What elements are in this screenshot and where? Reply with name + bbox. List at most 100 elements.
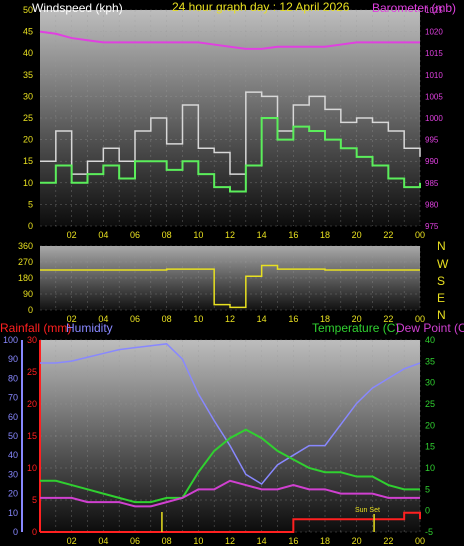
dir-tick-label: 0 [28,305,33,315]
compass-w: W [437,257,449,271]
x-tick-label: 00 [415,536,425,546]
rain-tick-label: 20 [27,399,37,409]
y-tick-label: 0 [28,221,33,231]
x-tick-label: 20 [352,230,362,240]
x-tick-label: 12 [225,314,235,324]
sunset-label: Sun Set [355,507,380,514]
x-tick-label: 20 [352,314,362,324]
rainfall-label: Rainfall (mm) [0,321,71,335]
rain-tick-label: 0 [32,527,37,537]
humidity-tick-label: 60 [8,412,18,422]
x-tick-label: 18 [320,314,330,324]
x-tick-label: 10 [193,230,203,240]
humidity-tick-label: 20 [8,489,18,499]
y-tick-label: 45 [23,27,33,37]
wind-direction-line [40,264,420,309]
dir-tick-label: 90 [23,289,33,299]
temperature-line [40,428,420,504]
barometer-label: Barometer (mb) [372,1,456,15]
compass-n-top: N [437,239,446,253]
y2-tick-label: 975 [425,222,439,231]
rain-tick-label: 10 [27,463,37,473]
temp-tick-label: 15 [425,442,435,452]
x-tick-label: 06 [130,230,140,240]
y2-tick-label: 1025 [425,6,443,15]
x-tick-label: 10 [193,314,203,324]
humidity-tick-label: 70 [8,393,18,403]
x-tick-label: 00 [415,230,425,240]
windspeed-label: Windspeed (kph) [32,1,123,15]
x-tick-label: 02 [67,314,77,324]
x-tick-label: 00 [415,314,425,324]
wind-avg-line [40,117,421,193]
x-tick-label: 06 [130,536,140,546]
x-tick-label: 16 [288,230,298,240]
x-tick-label: 16 [288,314,298,324]
y-tick-label: 40 [23,48,33,58]
y-tick-label: 30 [23,91,33,101]
temp-tick-label: 20 [425,420,435,430]
humidity-tick-label: 40 [8,450,18,460]
x-tick-label: 08 [162,314,172,324]
x-tick-label: 14 [257,230,267,240]
temp-tick-label: -5 [425,527,433,537]
y2-tick-label: 1000 [425,114,443,123]
compass-n-bottom: N [437,308,446,322]
x-tick-label: 16 [288,536,298,546]
dew-point-label: Dew Point (C) [396,321,464,335]
temp-tick-label: 35 [425,356,435,366]
y-tick-label: 25 [23,113,33,123]
y-tick-label: 10 [23,178,33,188]
y2-tick-label: 1010 [425,71,443,80]
x-tick-label: 18 [320,536,330,546]
graph-day-title: 24 hour graph day : 12 April 2026 [172,0,350,14]
temp-tick-label: 5 [425,484,430,494]
x-tick-label: 08 [162,536,172,546]
humidity-label: Humidity [66,321,113,335]
x-tick-label: 04 [98,314,108,324]
y-tick-label: 50 [23,5,33,15]
dew-point-line [40,479,420,508]
y2-tick-label: 1005 [425,92,443,101]
x-tick-label: 22 [383,230,393,240]
compass-e: E [437,291,445,305]
x-tick-label: 18 [320,230,330,240]
x-tick-label: 04 [98,536,108,546]
humidity-tick-label: 100 [3,335,18,345]
x-tick-label: 04 [98,230,108,240]
temp-tick-label: 10 [425,463,435,473]
humidity-line [40,343,421,485]
y-tick-label: 20 [23,135,33,145]
humidity-tick-label: 90 [8,354,18,364]
humidity-tick-label: 10 [8,508,18,518]
rain-tick-label: 25 [27,367,37,377]
humidity-tick-label: 30 [8,469,18,479]
temperature-label: Temperature (C) [312,321,399,335]
temp-tick-label: 0 [425,506,430,516]
temp-tick-label: 25 [425,399,435,409]
y2-tick-label: 1020 [425,28,443,37]
x-tick-label: 12 [225,230,235,240]
grid-layer [40,9,421,533]
rain-tick-label: 5 [32,495,37,505]
dir-tick-label: 270 [18,257,33,267]
y2-tick-label: 980 [425,200,439,209]
x-tick-label: 12 [225,536,235,546]
x-tick-label: 14 [257,314,267,324]
temp-tick-label: 40 [425,335,435,345]
y-tick-label: 15 [23,156,33,166]
rain-tick-label: 15 [27,431,37,441]
y2-tick-label: 1015 [425,49,443,58]
x-tick-label: 22 [383,536,393,546]
x-tick-label: 22 [383,314,393,324]
y2-tick-label: 990 [425,157,439,166]
rainfall-line [40,511,421,533]
x-tick-label: 14 [257,536,267,546]
barometer-line [39,30,420,50]
x-tick-label: 20 [352,536,362,546]
dir-tick-label: 180 [18,273,33,283]
wind-gust-line [40,91,421,175]
rain-tick-label: 30 [27,335,37,345]
